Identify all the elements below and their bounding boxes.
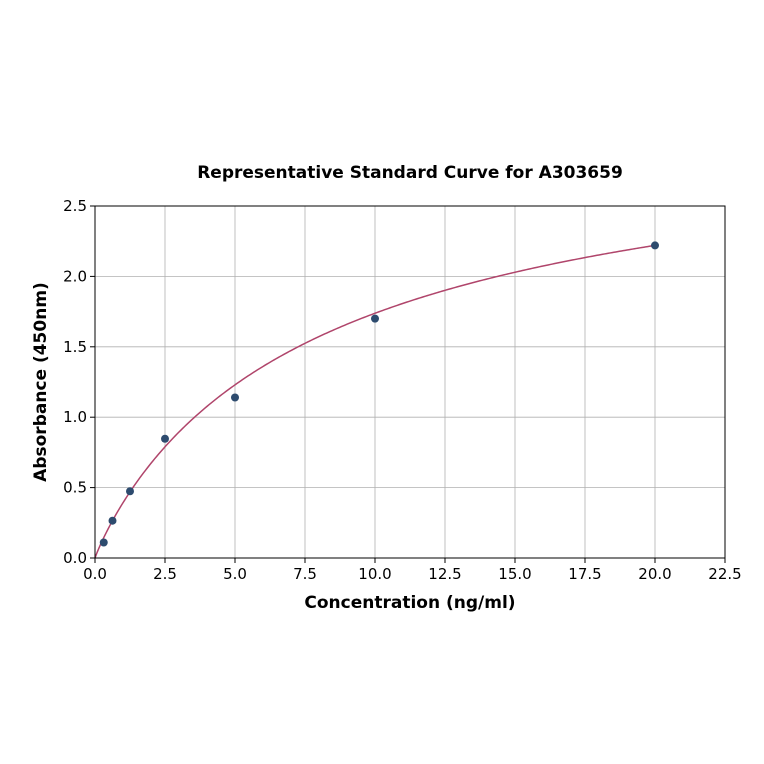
- data-point: [108, 516, 117, 525]
- x-tick-label: 22.5: [708, 565, 741, 583]
- x-axis-label: Concentration (ng/ml): [304, 593, 515, 613]
- chart-title: Representative Standard Curve for A30365…: [197, 163, 623, 183]
- grid: [94, 205, 726, 559]
- x-tick-label: 2.5: [153, 565, 177, 583]
- x-tick-label: 10.0: [358, 565, 391, 583]
- x-tick-label: 15.0: [498, 565, 531, 583]
- x-tick-label: 0.0: [83, 565, 107, 583]
- x-tick-label: 20.0: [638, 565, 671, 583]
- data-point: [161, 434, 169, 443]
- x-tick-label: 7.5: [293, 565, 317, 583]
- y-tick-label: 0.5: [63, 479, 87, 497]
- data-point: [231, 393, 239, 402]
- plot-frame: [94, 205, 726, 559]
- x-tick-label: 5.0: [223, 565, 247, 583]
- y-tick-label: 1.0: [63, 408, 87, 426]
- y-tick-label: 0.0: [63, 549, 87, 567]
- y-tick-label: 2.5: [63, 197, 87, 215]
- x-ticks: 0.0 2.5 5.0 7.5 10.0 12.5 15.0 17.5 20.0 22.5: [83, 558, 742, 583]
- fit-curve: [94, 244, 656, 559]
- x-tick-label: 12.5: [428, 565, 461, 583]
- data-points: [99, 241, 659, 547]
- x-tick-label: 17.5: [568, 565, 601, 583]
- y-tick-label: 2.0: [63, 267, 87, 285]
- data-point: [126, 487, 134, 496]
- data-point: [371, 314, 379, 323]
- data-point: [651, 241, 659, 250]
- y-tick-label: 1.5: [63, 338, 87, 356]
- y-ticks: 0.0 0.5 1.0 1.5 2.0 2.5: [63, 197, 95, 567]
- data-point: [99, 538, 108, 547]
- y-axis-label: Absorbance (450nm): [31, 282, 51, 482]
